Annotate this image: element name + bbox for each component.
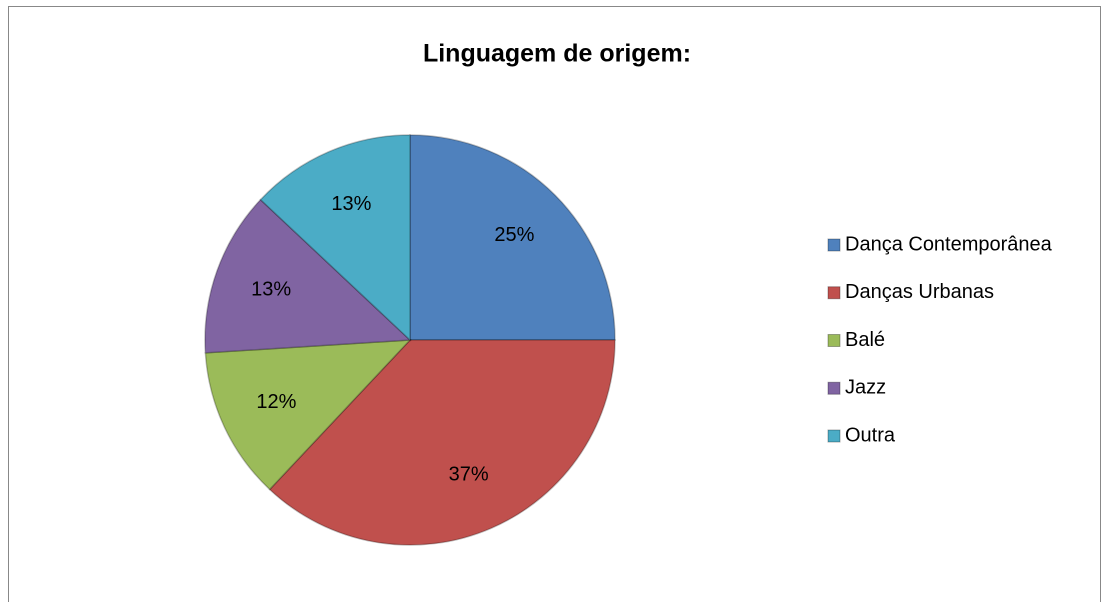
legend-swatch [827, 334, 841, 347]
legend-label: Danças Urbanas [845, 281, 994, 303]
chart-title: Linguagem de origem: [423, 40, 691, 68]
legend-swatch [827, 286, 841, 300]
legend-label: Outra [845, 424, 896, 446]
data-label: 37% [449, 464, 489, 486]
data-label: 12% [256, 391, 296, 413]
pie-slice [204, 198, 412, 354]
legend-swatch [827, 429, 841, 443]
legend-label: Dança Contemporânea [845, 233, 1053, 255]
legend-label: Balé [845, 329, 885, 351]
pie-slice [409, 134, 616, 341]
data-label: 13% [331, 193, 371, 215]
pie-slice [204, 339, 412, 491]
pie-slice [268, 339, 616, 546]
pie-slice [259, 134, 411, 342]
data-label: 25% [494, 224, 534, 246]
legend-swatch [827, 381, 841, 395]
legend-label: Jazz [845, 377, 886, 399]
legend-swatch [827, 238, 841, 252]
data-label: 13% [251, 278, 291, 300]
